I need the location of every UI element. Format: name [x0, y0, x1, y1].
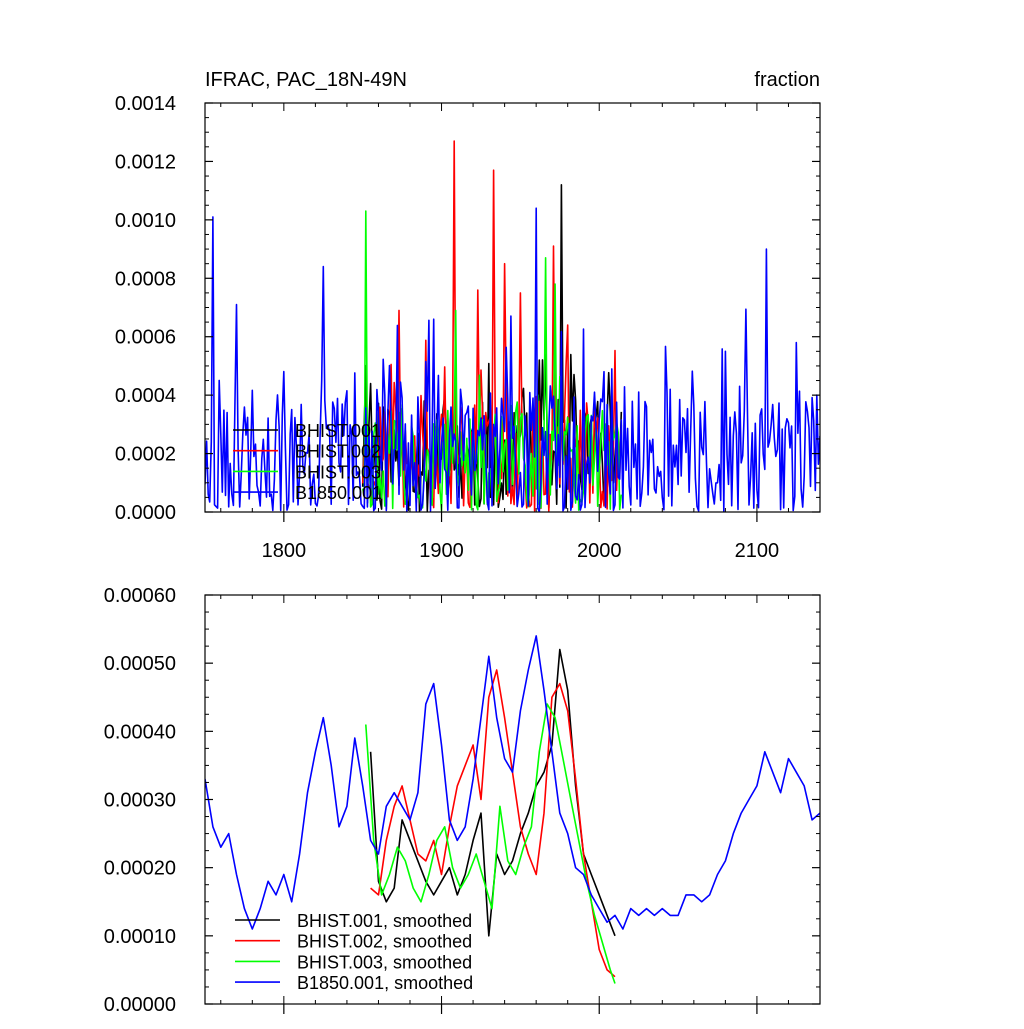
y-tick-label: 0.0010 — [115, 210, 176, 232]
legend-label: B1850.001, smoothed — [297, 973, 473, 993]
y-tick-label: 0.0000 — [115, 502, 176, 524]
legend-label: B1850.001 — [295, 483, 382, 503]
x-tick-label: 2100 — [735, 540, 780, 562]
legend-label: BHIST.002 — [295, 442, 381, 462]
y-tick-label: 0.00060 — [104, 585, 176, 607]
y-tick-label: 0.0014 — [115, 93, 176, 115]
legend-label: BHIST.001, smoothed — [297, 911, 472, 931]
x-tick-label: 1800 — [262, 540, 307, 562]
x-tick-label: 1900 — [419, 540, 464, 562]
legend-label: BHIST.003 — [295, 462, 381, 482]
y-tick-label: 0.00040 — [104, 721, 176, 743]
bottom-panel-smoothed-series: 0.00000 0.00010 0.00020 0.00030 0.00040 0.000… — [104, 585, 821, 1016]
series-line-b1850-001 — [205, 207, 820, 512]
y-tick-label: 0.0002 — [115, 444, 176, 466]
y-tick-label: 0.00020 — [104, 858, 176, 880]
top-panel-raw-series: 0.0000 0.0002 0.0004 0.0006 0.0008 0.0010 0.00… — [115, 69, 821, 562]
y-tick-label: 0.0006 — [115, 327, 176, 349]
series-line-b1850-001-smoothed — [205, 635, 820, 930]
legend-label: BHIST.002, smoothed — [297, 932, 472, 952]
series-line-bhist-003-smoothed — [365, 703, 616, 984]
y-tick-label: 0.00050 — [104, 653, 176, 675]
y-tick-label: 0.00000 — [104, 994, 176, 1016]
legend-label: BHIST.003, smoothed — [297, 952, 472, 972]
chart-title: IFRAC, PAC_18N-49N — [205, 69, 407, 91]
y-tick-label: 0.00030 — [104, 790, 176, 812]
x-tick-label: 2000 — [577, 540, 622, 562]
units-label: fraction — [754, 69, 820, 91]
legend-label: BHIST.001 — [295, 421, 381, 441]
y-tick-label: 0.0008 — [115, 268, 176, 290]
y-tick-label: 0.0004 — [115, 385, 176, 407]
y-tick-label: 0.0012 — [115, 151, 176, 173]
y-tick-label: 0.00010 — [104, 926, 176, 948]
